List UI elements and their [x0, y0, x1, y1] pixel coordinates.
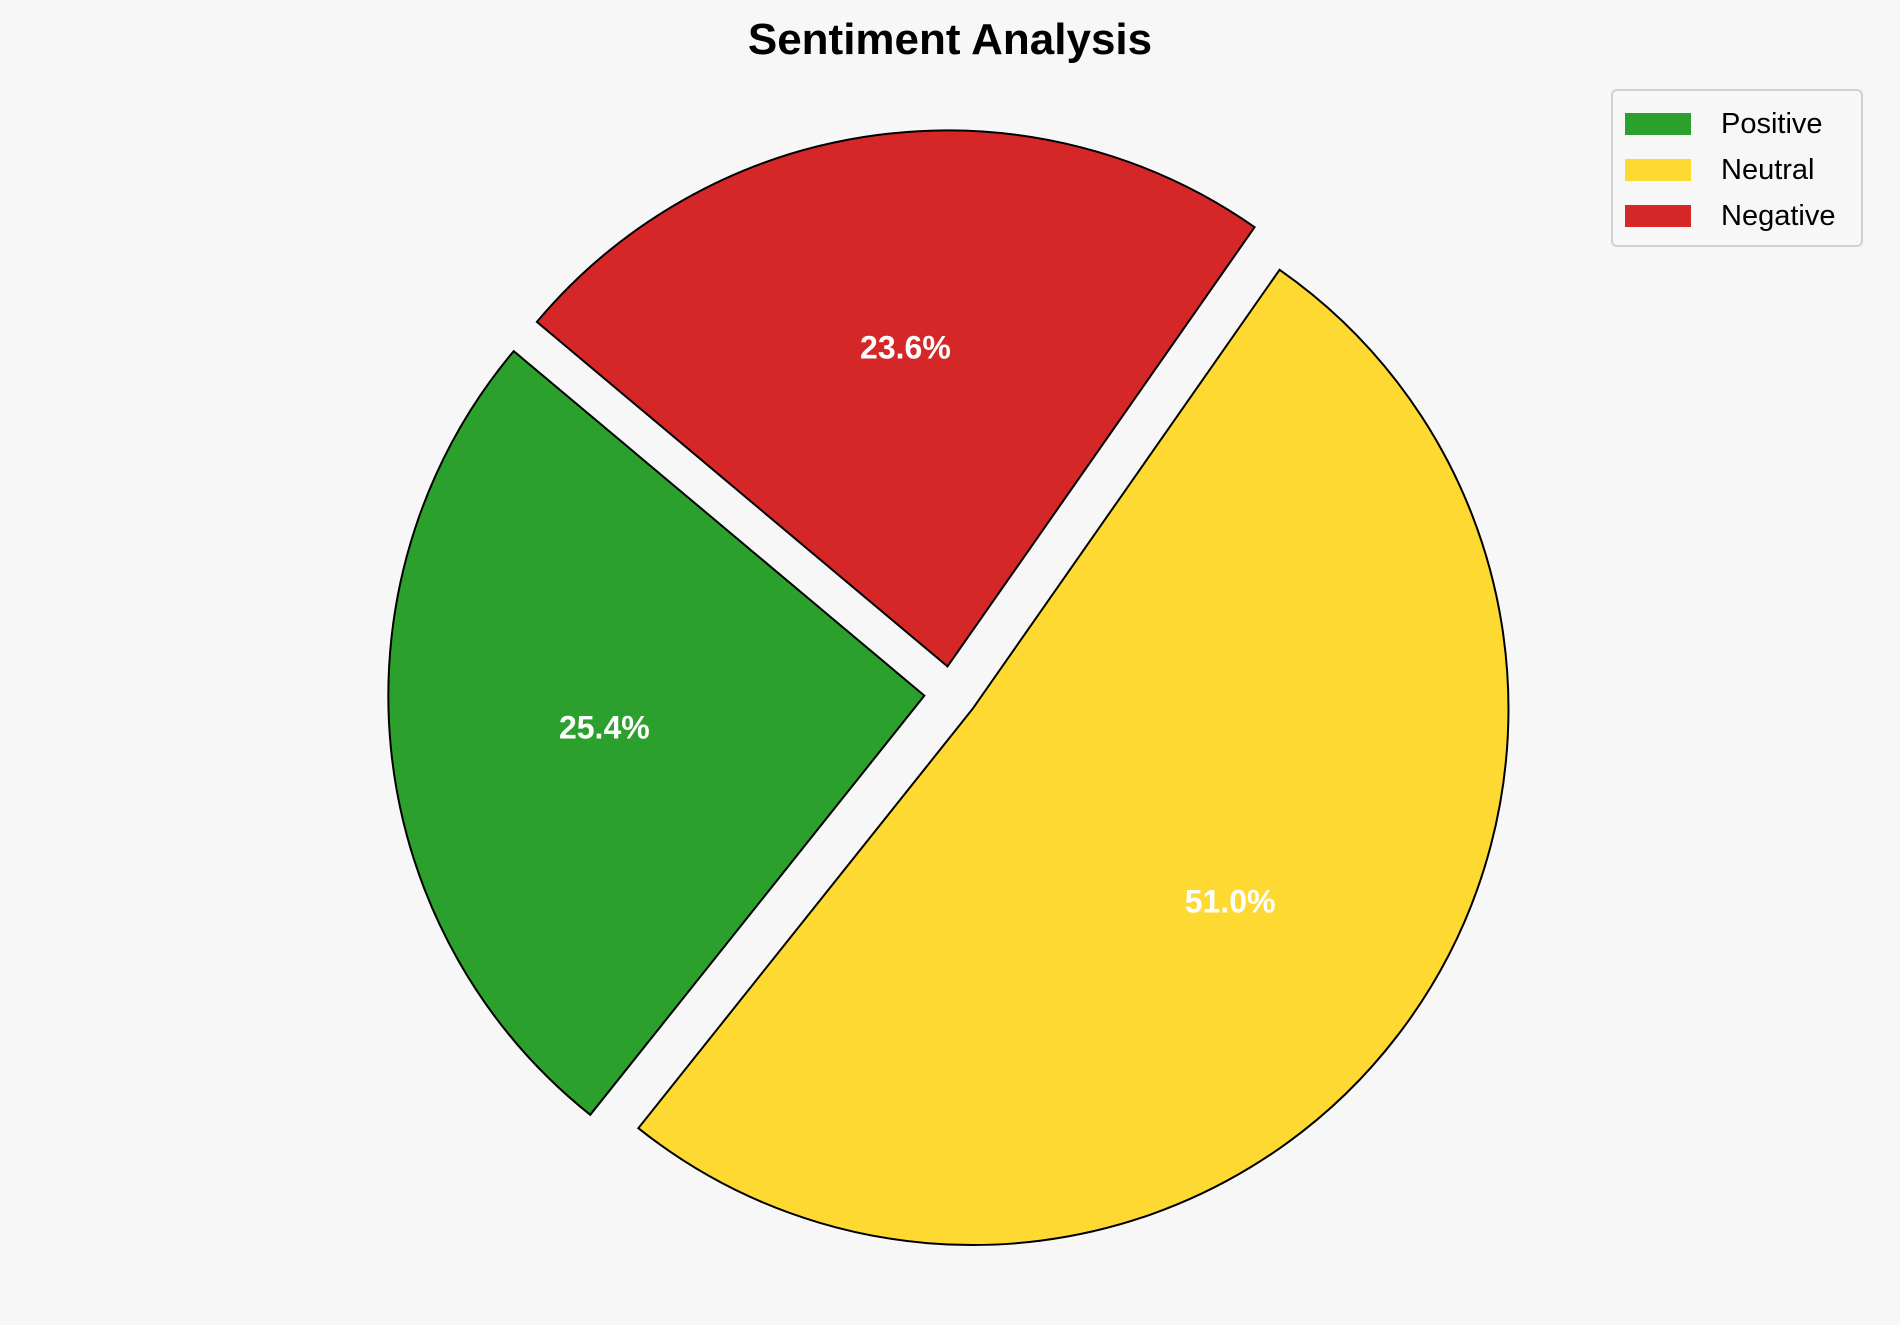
slice-label-neutral: 51.0%	[1185, 884, 1276, 920]
legend-swatch-neutral	[1625, 159, 1691, 181]
legend-item-neutral: Neutral	[1613, 147, 1861, 193]
slice-label-negative: 23.6%	[860, 330, 951, 366]
legend-label: Positive	[1721, 107, 1823, 140]
pie-slice-neutral	[636, 268, 1510, 1247]
pie-slice-positive	[387, 349, 926, 1117]
legend-swatch-negative	[1625, 205, 1691, 227]
legend-swatch-positive	[1625, 113, 1691, 135]
chart-title: Sentiment Analysis	[748, 15, 1152, 64]
legend-item-negative: Negative	[1613, 193, 1861, 239]
legend: Positive Neutral Negative	[1611, 89, 1863, 247]
legend-item-positive: Positive	[1613, 101, 1861, 147]
pie-slice-negative	[535, 129, 1257, 668]
legend-label: Neutral	[1721, 153, 1815, 186]
legend-label: Negative	[1721, 199, 1836, 232]
slice-label-positive: 25.4%	[559, 710, 650, 746]
